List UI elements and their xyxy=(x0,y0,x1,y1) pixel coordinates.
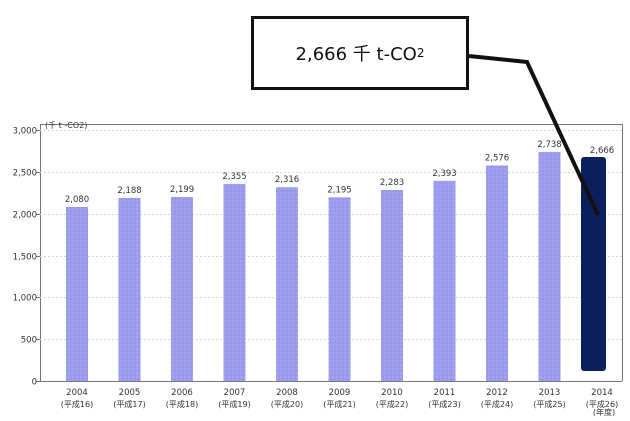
bar-value-label: 2,576 xyxy=(485,153,509,163)
x-tick-sublabel: (平成19) xyxy=(218,399,250,409)
x-tick-label: 2012 xyxy=(486,388,508,398)
x-tick-sublabel: (平成21) xyxy=(323,399,355,409)
x-tick-sublabel: (平成23) xyxy=(428,399,460,409)
x-tick-label: 2011 xyxy=(434,388,456,398)
bar-value-label: 2,666 xyxy=(590,146,614,156)
x-unit-label: (年度) xyxy=(593,407,615,417)
bar xyxy=(486,165,508,381)
bar-value-label: 2,283 xyxy=(380,178,404,188)
x-tick-sublabel: (平成22) xyxy=(376,399,408,409)
x-tick-sublabel: (平成20) xyxy=(271,399,303,409)
y-tick-label: 3,000 xyxy=(13,127,37,137)
x-tick-label: 2008 xyxy=(276,388,298,398)
x-tick-label: 2014 xyxy=(591,388,613,398)
callout-leader-line xyxy=(468,54,600,216)
x-tick-label: 2004 xyxy=(66,388,88,398)
x-tick-label: 2010 xyxy=(381,388,403,398)
bar xyxy=(433,180,456,381)
bar-value-label: 2,738 xyxy=(537,140,561,150)
x-tick-sublabel: (平成17) xyxy=(113,399,145,409)
bar-value-label: 2,393 xyxy=(432,169,456,179)
bar xyxy=(276,187,298,381)
y-unit-label: (千 t -CO2) xyxy=(45,120,87,130)
callout-value: 2,666 千 t-CO xyxy=(295,44,417,65)
x-tick-label: 2007 xyxy=(224,388,246,398)
x-tick-sublabel: (平成26) xyxy=(586,399,618,409)
bar xyxy=(328,197,351,381)
bar-value-label: 2,199 xyxy=(170,185,194,195)
x-tick-sublabel: (平成16) xyxy=(61,399,93,409)
bar xyxy=(381,189,403,381)
x-tick-label: 2009 xyxy=(329,388,351,398)
y-tick-label: 2,500 xyxy=(13,169,37,179)
y-tick-label: 1,500 xyxy=(13,253,37,263)
x-tick-label: 2013 xyxy=(539,388,561,398)
bar xyxy=(171,197,193,381)
y-tick-label: 500 xyxy=(21,336,37,346)
callout-subscript: 2 xyxy=(416,46,425,60)
x-tick-sublabel: (平成24) xyxy=(481,399,513,409)
bar xyxy=(538,151,561,381)
bar xyxy=(118,197,141,381)
x-tick-sublabel: (平成25) xyxy=(533,399,565,409)
callout-box: 2,666 千 t-CO 2 xyxy=(251,16,469,90)
x-tick-sublabel: (平成18) xyxy=(166,399,198,409)
bar-value-label: 2,080 xyxy=(65,195,89,205)
bar-value-label: 2,188 xyxy=(117,186,141,196)
y-tick-label: 0 xyxy=(32,378,37,388)
bar xyxy=(66,206,88,381)
x-tick-label: 2005 xyxy=(119,388,141,398)
bar-value-label: 2,316 xyxy=(275,175,299,185)
y-tick-label: 2,000 xyxy=(13,211,37,221)
bar-value-label: 2,195 xyxy=(327,185,351,195)
bar-value-label: 2,355 xyxy=(222,172,246,182)
y-tick-label: 1,000 xyxy=(13,294,37,304)
bar xyxy=(223,183,246,381)
plot-frame xyxy=(40,124,623,381)
x-tick-label: 2006 xyxy=(171,388,193,398)
bar-highlight xyxy=(581,157,606,371)
